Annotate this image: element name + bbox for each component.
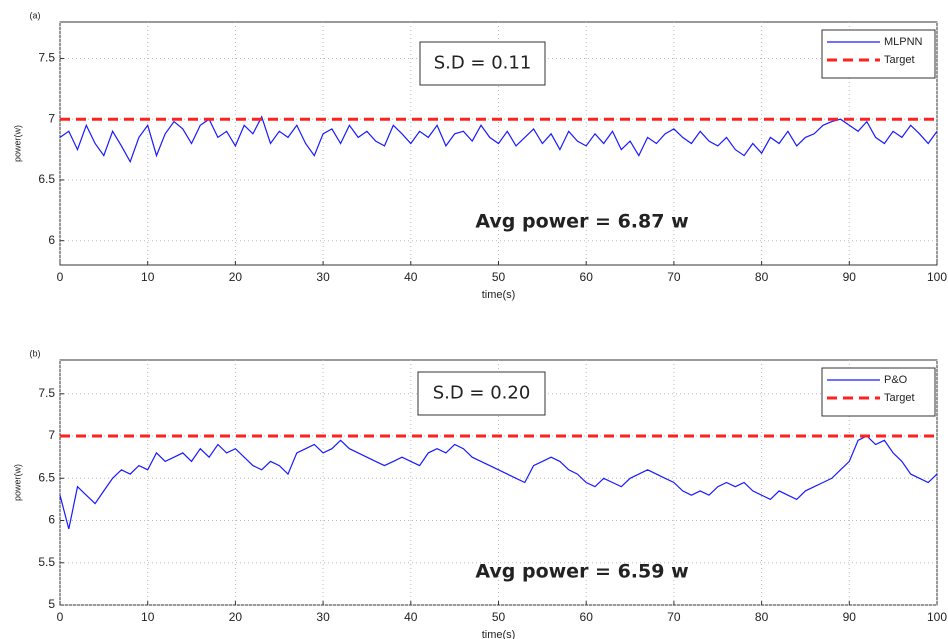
x-tick-label: 90 <box>843 610 857 624</box>
legend-label: Target <box>884 54 915 66</box>
y-axis-label: power(w) <box>12 125 22 162</box>
x-tick-label: 30 <box>316 610 330 624</box>
y-tick-label: 6 <box>48 233 55 247</box>
x-tick-label: 0 <box>57 270 64 284</box>
y-tick-label: 6.5 <box>38 172 55 186</box>
x-tick-label: 70 <box>667 270 681 284</box>
x-tick-label: 80 <box>755 270 769 284</box>
x-tick-label: 10 <box>141 610 155 624</box>
x-axis-label: time(s) <box>482 629 516 639</box>
x-tick-label: 10 <box>141 270 155 284</box>
panel-label: (b) <box>30 348 41 358</box>
series-line <box>59 435 938 530</box>
y-tick-label: 6.5 <box>38 470 55 484</box>
x-tick-label: 20 <box>229 270 243 284</box>
x-tick-label: 90 <box>843 270 857 284</box>
annotation: S.D = 0.11 <box>434 53 532 74</box>
annotation: Avg power = 6.87 w <box>475 211 688 233</box>
legend-box <box>821 29 936 79</box>
x-tick-label: 0 <box>57 610 64 624</box>
annotation: Avg power = 6.59 w <box>475 561 688 583</box>
y-tick-label: 7.5 <box>38 51 55 65</box>
x-tick-label: 50 <box>492 610 506 624</box>
y-axis-label: power(w) <box>12 464 22 501</box>
legend-box <box>821 367 936 417</box>
y-tick-label: 5.5 <box>38 555 55 569</box>
y-tick-label: 7.5 <box>38 386 55 400</box>
annotation-box <box>419 41 546 86</box>
legend-label: MLPNN <box>884 36 923 48</box>
x-tick-label: 30 <box>316 270 330 284</box>
annotation-box <box>417 371 546 416</box>
x-tick-label: 100 <box>927 610 947 624</box>
x-tick-label: 40 <box>404 610 418 624</box>
y-tick-label: 5 <box>48 597 55 611</box>
annotation: S.D = 0.20 <box>433 383 531 404</box>
x-tick-label: 40 <box>404 270 418 284</box>
y-tick-label: 7 <box>48 111 55 125</box>
x-axis-label: time(s) <box>482 289 516 301</box>
x-tick-label: 70 <box>667 610 681 624</box>
y-tick-label: 7 <box>48 428 55 442</box>
legend-label: Target <box>884 392 915 404</box>
panel-label: (a) <box>30 10 41 20</box>
series-line <box>59 115 938 164</box>
legend-label: P&O <box>884 374 908 386</box>
x-tick-label: 50 <box>492 270 506 284</box>
x-tick-label: 80 <box>755 610 769 624</box>
x-tick-label: 60 <box>580 270 594 284</box>
y-tick-label: 6 <box>48 513 55 527</box>
x-tick-label: 20 <box>229 610 243 624</box>
x-tick-label: 60 <box>580 610 594 624</box>
x-tick-label: 100 <box>927 270 947 284</box>
